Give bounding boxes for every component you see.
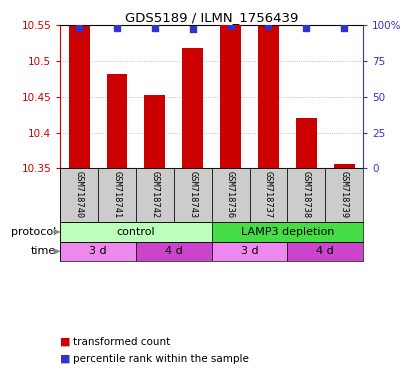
Bar: [69, 26, 90, 169]
Text: GSM718736: GSM718736: [226, 171, 235, 218]
Title: GDS5189 / ILMN_1756439: GDS5189 / ILMN_1756439: [125, 11, 298, 24]
Bar: [334, 164, 354, 169]
Point: [303, 25, 310, 31]
Bar: [258, 26, 279, 169]
Text: control: control: [117, 227, 155, 237]
Bar: [98, 169, 136, 222]
Point: [114, 25, 120, 31]
Bar: [325, 169, 363, 222]
Bar: [212, 242, 287, 261]
Text: transformed count: transformed count: [73, 337, 170, 347]
Bar: [60, 169, 98, 222]
Text: GSM718741: GSM718741: [112, 171, 122, 218]
Text: time: time: [31, 247, 56, 257]
Text: 4 d: 4 d: [316, 247, 334, 257]
Bar: [182, 48, 203, 169]
Bar: [296, 118, 317, 169]
Bar: [107, 74, 127, 169]
Bar: [136, 169, 174, 222]
Text: GSM718738: GSM718738: [302, 171, 311, 218]
Text: 4 d: 4 d: [165, 247, 183, 257]
Point: [151, 25, 158, 31]
Text: 3 d: 3 d: [89, 247, 107, 257]
Bar: [287, 169, 325, 222]
Text: GSM718740: GSM718740: [75, 171, 83, 218]
Point: [341, 25, 347, 31]
Bar: [287, 242, 363, 261]
Bar: [220, 25, 241, 169]
Bar: [249, 169, 287, 222]
Bar: [212, 222, 363, 242]
Point: [227, 23, 234, 30]
Bar: [60, 222, 212, 242]
Text: GSM718739: GSM718739: [340, 171, 349, 218]
Text: 3 d: 3 d: [241, 247, 258, 257]
Point: [76, 25, 83, 31]
Point: [265, 23, 272, 30]
Text: protocol: protocol: [11, 227, 56, 237]
Bar: [136, 242, 212, 261]
Bar: [174, 169, 212, 222]
Text: LAMP3 depletion: LAMP3 depletion: [241, 227, 334, 237]
Text: GSM718737: GSM718737: [264, 171, 273, 218]
Bar: [144, 95, 165, 169]
Text: GSM718743: GSM718743: [188, 171, 197, 218]
Bar: [60, 242, 136, 261]
Bar: [212, 169, 249, 222]
Point: [189, 26, 196, 32]
Text: ■: ■: [60, 354, 71, 364]
Text: percentile rank within the sample: percentile rank within the sample: [73, 354, 249, 364]
Text: GSM718742: GSM718742: [150, 171, 159, 218]
Text: ■: ■: [60, 337, 71, 347]
